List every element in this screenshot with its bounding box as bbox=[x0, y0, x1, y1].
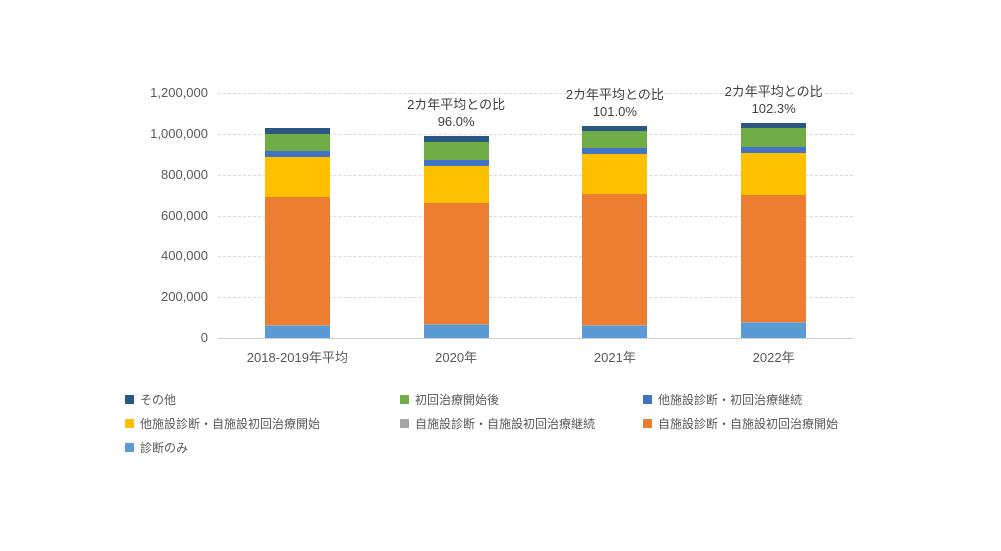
bar-segment-other-dx-continued bbox=[582, 147, 648, 154]
gridline bbox=[218, 215, 853, 217]
y-axis-tick-label: 0 bbox=[200, 330, 208, 345]
bar-segment-diagnosis-only bbox=[741, 323, 807, 338]
bar-segment-own-dx-own-continued bbox=[582, 324, 648, 326]
legend-item-own-dx-own-continued: 自施設診断・自施設初回治療継続 bbox=[400, 415, 643, 432]
y-axis-tick-label: 200,000 bbox=[161, 289, 208, 305]
ratio-annotation-2021: 2カ年平均との比 101.0% bbox=[525, 86, 705, 120]
legend-item-other-dx-continued: 他施設診断・初回治療継続 bbox=[643, 391, 895, 408]
legend-swatch-icon bbox=[125, 418, 134, 428]
plot-area bbox=[218, 93, 853, 339]
x-axis-label: 2022年 bbox=[752, 350, 795, 365]
ratio-annotation-value: 101.0% bbox=[592, 103, 637, 119]
bar-2018-2019 bbox=[264, 127, 330, 338]
x-axis-label: 2020年 bbox=[435, 350, 478, 365]
y-axis-tick-label: 800,000 bbox=[161, 166, 208, 182]
bar-segment-other-dx-continued bbox=[423, 160, 489, 166]
legend-swatch-icon bbox=[400, 418, 409, 428]
bar-segment-other-dx-continued bbox=[264, 151, 330, 158]
bar-2020 bbox=[423, 136, 489, 338]
legend-label: その他 bbox=[140, 392, 177, 407]
bar-segment-own-dx-own-continued bbox=[741, 322, 807, 324]
legend-item-own-dx-own-initial: 自施設診断・自施設初回治療開始 bbox=[643, 415, 895, 432]
legend-swatch-icon bbox=[125, 394, 134, 404]
bar-segment-other-dx-own-initial bbox=[582, 153, 648, 195]
bar-segment-own-dx-own-initial bbox=[423, 202, 489, 325]
y-axis-tick-label: 600,000 bbox=[161, 207, 208, 223]
ratio-annotation-2022: 2カ年平均との比 102.3% bbox=[684, 83, 864, 117]
legend: その他 初回治療開始後 他施設診断・初回治療継続他施設診断・自施設初回治療開始 自施設… bbox=[125, 387, 895, 459]
ratio-annotation-title: 2カ年平均との比 bbox=[724, 83, 823, 99]
gridline bbox=[218, 133, 853, 135]
legend-swatch-icon bbox=[643, 394, 652, 404]
legend-label: 診断のみ bbox=[140, 440, 189, 455]
x-axis-label: 2018-2019年平均 bbox=[246, 350, 348, 365]
bar-segment-other bbox=[741, 122, 807, 129]
bar-segment-other-dx-own-initial bbox=[264, 157, 330, 197]
bar-segment-other bbox=[264, 127, 330, 134]
bar-segment-after-initial-treatment bbox=[264, 133, 330, 152]
ratio-annotation-title: 2カ年平均との比 bbox=[407, 97, 506, 113]
bar-2021 bbox=[582, 125, 648, 338]
ratio-annotation-title: 2カ年平均との比 bbox=[565, 86, 664, 102]
bar-segment-other bbox=[582, 125, 648, 132]
legend-item-other-dx-own-initial: 他施設診断・自施設初回治療開始 bbox=[125, 415, 400, 432]
bar-segment-own-dx-own-continued bbox=[423, 324, 489, 326]
bar-segment-after-initial-treatment bbox=[741, 128, 807, 148]
y-axis-tick-label: 400,000 bbox=[161, 248, 208, 264]
bar-segment-after-initial-treatment bbox=[423, 141, 489, 160]
bar-segment-diagnosis-only bbox=[582, 325, 648, 338]
legend-label: 自施設診断・自施設初回治療継続 bbox=[415, 416, 596, 431]
bar-2022 bbox=[741, 122, 807, 338]
bar-segment-own-dx-own-continued bbox=[264, 324, 330, 326]
bar-segment-other-dx-own-initial bbox=[423, 165, 489, 203]
legend-label: 他施設診断・初回治療継続 bbox=[658, 392, 803, 407]
y-axis-tick-label: 1,200,000 bbox=[150, 85, 208, 100]
bar-segment-diagnosis-only bbox=[264, 325, 330, 338]
legend-swatch-icon bbox=[643, 418, 652, 428]
x-axis-label: 2021年 bbox=[593, 350, 636, 365]
bar-segment-own-dx-own-initial bbox=[264, 196, 330, 325]
gridline bbox=[218, 93, 853, 94]
ratio-annotation-value: 102.3% bbox=[751, 100, 796, 116]
ratio-annotation-2020: 2カ年平均との比 96.0% bbox=[366, 96, 546, 130]
bar-segment-after-initial-treatment bbox=[582, 131, 648, 148]
ratio-annotation-value: 96.0% bbox=[437, 114, 475, 130]
legend-swatch-icon bbox=[400, 394, 409, 404]
bar-segment-other-dx-own-initial bbox=[741, 153, 807, 195]
legend-item-diagnosis-only: 診断のみ bbox=[125, 439, 400, 456]
gridline bbox=[218, 338, 853, 339]
y-axis-tick-label: 1,000,000 bbox=[150, 125, 208, 141]
legend-item-other: その他 bbox=[125, 391, 400, 408]
gridline bbox=[218, 174, 853, 176]
bar-segment-own-dx-own-initial bbox=[582, 194, 648, 325]
bar-segment-other-dx-continued bbox=[741, 147, 807, 154]
legend-label: 初回治療開始後 bbox=[415, 392, 500, 407]
bar-segment-diagnosis-only bbox=[423, 325, 489, 338]
legend-item-after-initial-treatment: 初回治療開始後 bbox=[400, 391, 643, 408]
legend-label: 他施設診断・自施設初回治療開始 bbox=[140, 416, 321, 431]
bar-segment-other bbox=[423, 136, 489, 142]
legend-swatch-icon bbox=[125, 442, 134, 452]
bar-segment-own-dx-own-initial bbox=[741, 194, 807, 323]
gridline bbox=[218, 297, 853, 299]
gridline bbox=[218, 256, 853, 258]
legend-label: 自施設診断・自施設初回治療開始 bbox=[658, 416, 839, 431]
